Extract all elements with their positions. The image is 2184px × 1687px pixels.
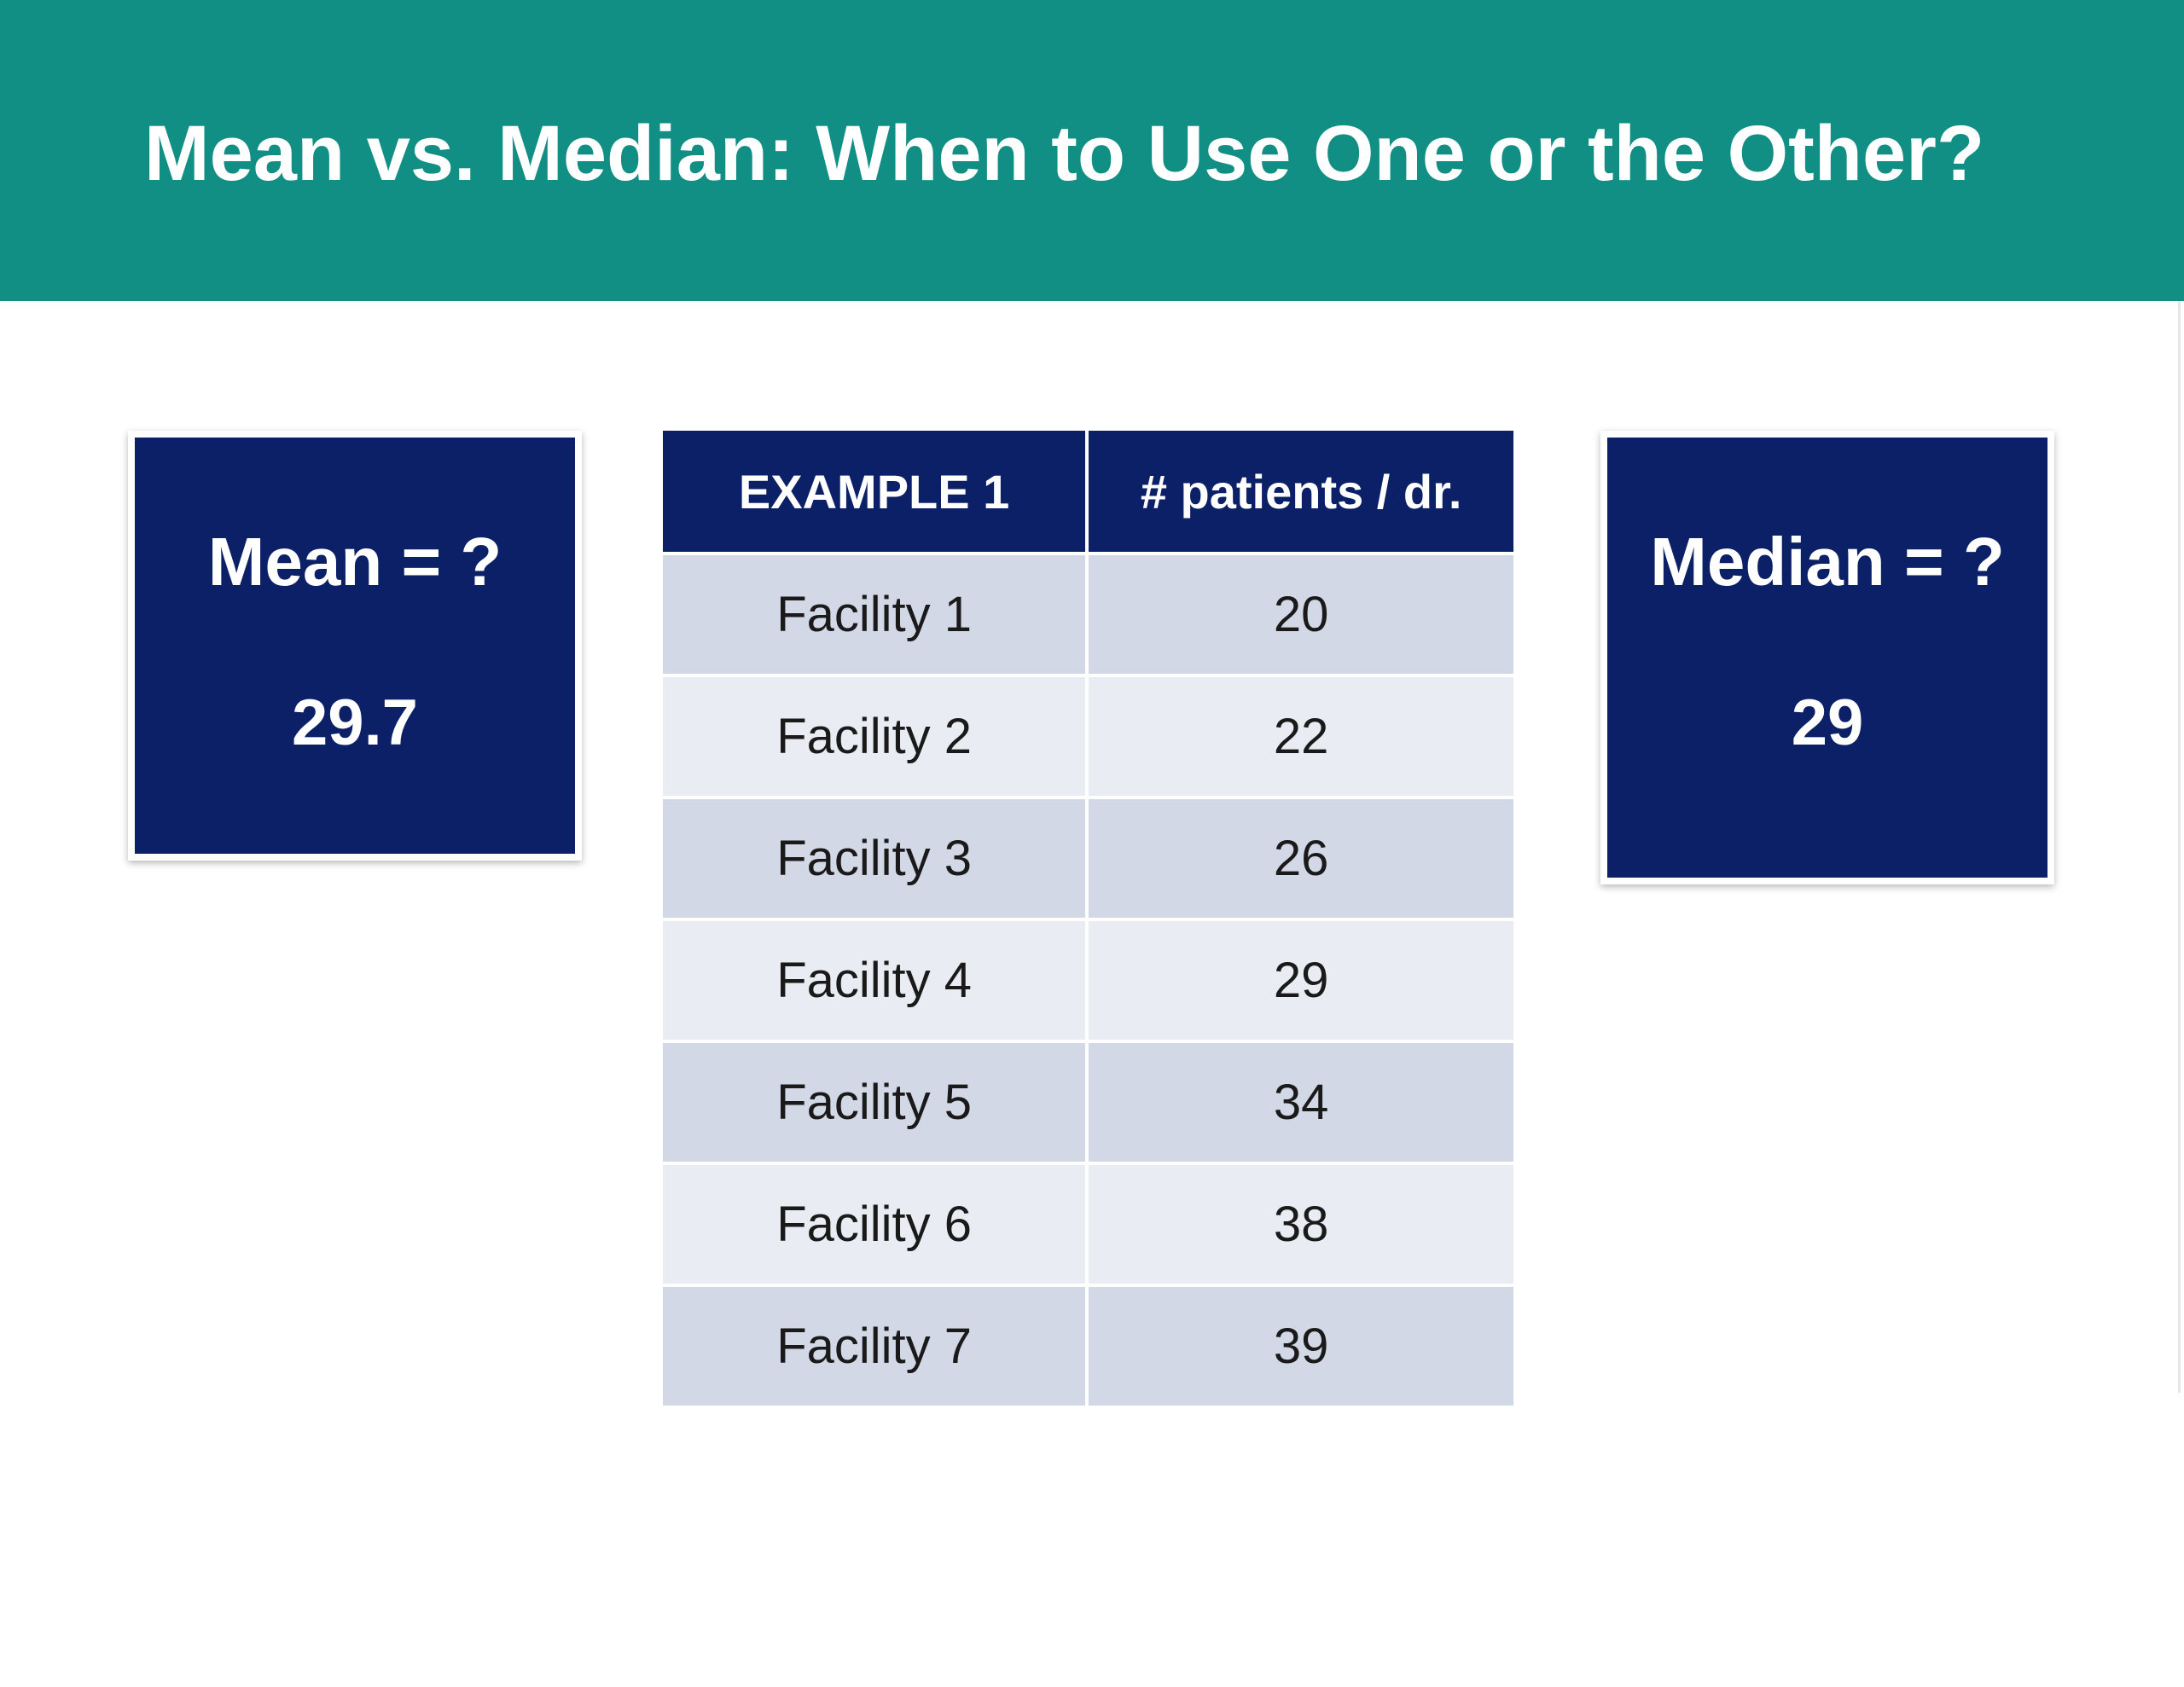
median-label: Median = ?	[1650, 524, 2005, 600]
facility-name: Facility 5	[663, 1043, 1086, 1162]
slide-edge-divider	[2178, 301, 2181, 1393]
header-example: EXAMPLE 1	[663, 431, 1086, 552]
table-row: Facility 1 20	[663, 555, 1513, 674]
title-bar: Mean vs. Median: When to Use One or the …	[0, 0, 2184, 301]
mean-label: Mean = ?	[207, 524, 502, 600]
table-row: Facility 7 39	[663, 1287, 1513, 1406]
patients-value: 39	[1089, 1287, 1513, 1406]
median-box: Median = ? 29	[1600, 431, 2054, 884]
table-row: Facility 2 22	[663, 677, 1513, 796]
table-row: Facility 6 38	[663, 1165, 1513, 1284]
facility-name: Facility 4	[663, 921, 1086, 1040]
facility-name: Facility 7	[663, 1287, 1086, 1406]
patients-value: 22	[1089, 677, 1513, 796]
facility-name: Facility 2	[663, 677, 1086, 796]
table-row: Facility 5 34	[663, 1043, 1513, 1162]
mean-value: 29.7	[292, 687, 418, 759]
table-row: Facility 3 26	[663, 799, 1513, 918]
patients-value: 34	[1089, 1043, 1513, 1162]
patients-value: 26	[1089, 799, 1513, 918]
table-row: Facility 4 29	[663, 921, 1513, 1040]
header-patients-per-doctor: # patients / dr.	[1089, 431, 1513, 552]
median-value: 29	[1791, 687, 1864, 759]
patients-value: 29	[1089, 921, 1513, 1040]
facility-name: Facility 6	[663, 1165, 1086, 1284]
facility-name: Facility 1	[663, 555, 1086, 674]
patients-value: 20	[1089, 555, 1513, 674]
patients-value: 38	[1089, 1165, 1513, 1284]
facility-name: Facility 3	[663, 799, 1086, 918]
slide-title: Mean vs. Median: When to Use One or the …	[144, 110, 1985, 197]
facility-table: EXAMPLE 1 # patients / dr. Facility 1 20…	[659, 427, 1517, 1409]
table-header-row: EXAMPLE 1 # patients / dr.	[663, 431, 1513, 552]
mean-box: Mean = ? 29.7	[128, 431, 582, 861]
